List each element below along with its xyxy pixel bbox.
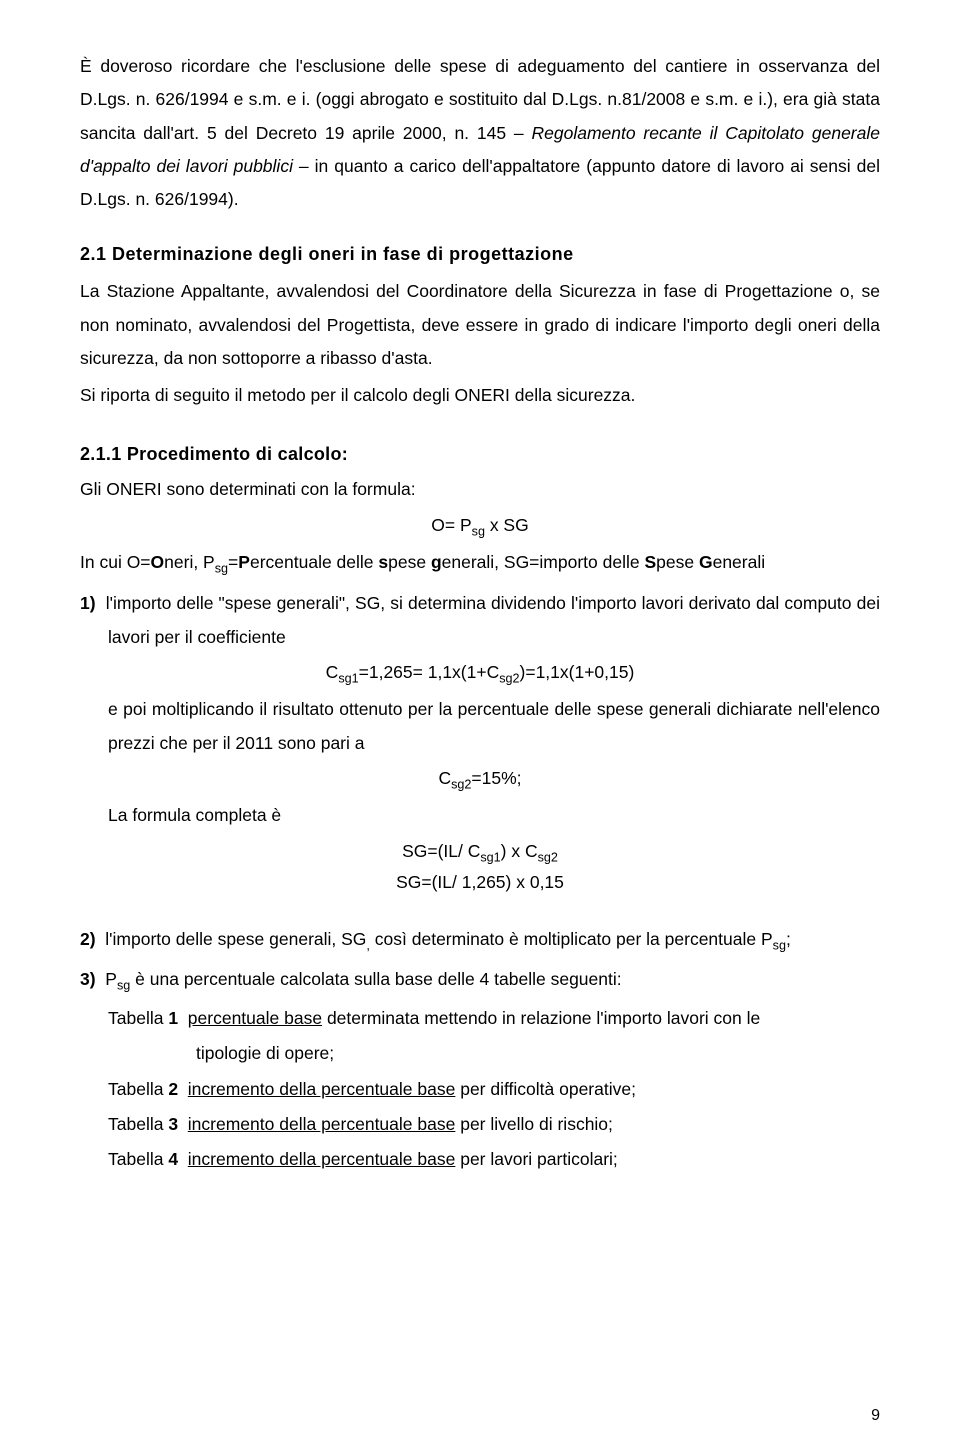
- def-psub: sg: [215, 562, 228, 576]
- def-g1: g: [431, 552, 442, 572]
- def-g2: G: [699, 552, 713, 572]
- li3a: P: [105, 969, 117, 989]
- fsg1s: sg1: [480, 850, 500, 864]
- def-o-b: O: [151, 552, 165, 572]
- def-s1b: pese: [388, 552, 431, 572]
- def-s2b: pese: [656, 552, 699, 572]
- li2-num: 2): [80, 929, 96, 949]
- list-item-1: 1) l'importo delle "spese generali", SG,…: [80, 587, 880, 654]
- table-row-4: Tabella 4 incremento della percentuale b…: [108, 1143, 880, 1176]
- formula-csg1: Csg1=1,265= 1,1x(1+Csg2)=1,1x(1+0,15): [80, 662, 880, 686]
- t4u: incremento della percentuale base: [188, 1149, 456, 1169]
- t1rest: determinata mettendo in relazione l'impo…: [322, 1008, 760, 1028]
- heading-2-1-1: 2.1.1 Procedimento di calcolo:: [80, 444, 880, 465]
- t1num: 1: [168, 1008, 178, 1028]
- def-g2b: enerali: [713, 552, 766, 572]
- def-ptxt: ercentuale delle: [250, 552, 378, 572]
- table-row-1: Tabella 1 percentuale base determinata m…: [108, 1002, 880, 1035]
- li2sub: sg: [773, 939, 786, 953]
- page: È doveroso ricordare che l'esclusione de…: [0, 0, 960, 1455]
- def-g1b: enerali, SG=importo delle: [442, 552, 645, 572]
- oneri-intro: Gli ONERI sono determinati con la formul…: [80, 473, 880, 506]
- fsg1b: ) x C: [501, 841, 538, 861]
- t4rest: per lavori particolari;: [455, 1149, 617, 1169]
- li3b: è una percentuale calcolata sulla base d…: [130, 969, 621, 989]
- f-o-mid: x SG: [485, 515, 529, 535]
- list-item-2: 2) l'importo delle spese generali, SG, c…: [80, 923, 880, 958]
- fcsg2a: C: [438, 768, 451, 788]
- t2num: 2: [168, 1079, 178, 1099]
- s21-p2: Si riporta di seguito il metodo per il c…: [80, 379, 880, 412]
- li1-text: l'importo delle "spese generali", SG, si…: [106, 593, 880, 646]
- def-p-b: P: [238, 552, 250, 572]
- formula-sg1: SG=(IL/ Csg1) x Csg2: [80, 841, 880, 865]
- t3lab: Tabella: [108, 1114, 168, 1134]
- fcsg1s2: sg2: [499, 671, 519, 685]
- fcsg1a: C: [326, 662, 339, 682]
- fcsg1b: =1,265= 1,1x(1+C: [359, 662, 500, 682]
- fsg1s2: sg2: [538, 850, 558, 864]
- table-row-3: Tabella 3 incremento della percentuale b…: [108, 1108, 880, 1141]
- t2u: incremento della percentuale base: [188, 1079, 456, 1099]
- table-row-1-cont: tipologie di opere;: [108, 1037, 880, 1070]
- t3rest: per livello di rischio;: [455, 1114, 613, 1134]
- s21-p1: La Stazione Appaltante, avvalendosi del …: [80, 275, 880, 375]
- def-s1: s: [378, 552, 388, 572]
- fcsg2s: sg2: [451, 777, 471, 791]
- t4num: 4: [168, 1149, 178, 1169]
- fcsg1s1: sg1: [338, 671, 358, 685]
- def-peq: =: [228, 552, 238, 572]
- def-o2: neri, P: [164, 552, 215, 572]
- table-row-2: Tabella 2 incremento della percentuale b…: [108, 1073, 880, 1106]
- definitions: In cui O=Oneri, Psg=Percentuale delle sp…: [80, 546, 880, 581]
- li2c: ;: [786, 929, 791, 949]
- li3-num: 3): [80, 969, 96, 989]
- li1-text2: e poi moltiplicando il risultato ottenut…: [80, 693, 880, 760]
- li1-num: 1): [80, 593, 96, 613]
- t4lab: Tabella: [108, 1149, 168, 1169]
- formula-oneri: O= Psg x SG: [80, 515, 880, 539]
- li2a: l'importo delle spese generali, SG: [105, 929, 366, 949]
- def-pre: In cui O=: [80, 552, 151, 572]
- t2lab: Tabella: [108, 1079, 168, 1099]
- t1lab: Tabella: [108, 1008, 168, 1028]
- t3num: 3: [168, 1114, 178, 1134]
- heading-2-1: 2.1 Determinazione degli oneri in fase d…: [80, 244, 880, 265]
- intro-paragraph: È doveroso ricordare che l'esclusione de…: [80, 50, 880, 216]
- table-list: Tabella 1 percentuale base determinata m…: [80, 1002, 880, 1176]
- t3u: incremento della percentuale base: [188, 1114, 456, 1134]
- f-o-sub: sg: [472, 524, 485, 538]
- fsg1a: SG=(IL/ C: [402, 841, 480, 861]
- f-o-lhs: O= P: [431, 515, 471, 535]
- li1-text3: La formula completa è: [80, 799, 880, 832]
- numbered-list-2: 2) l'importo delle spese generali, SG, c…: [80, 923, 880, 998]
- fcsg1c: )=1,1x(1+0,15): [520, 662, 635, 682]
- list-item-3: 3) Psg è una percentuale calcolata sulla…: [80, 963, 880, 998]
- li3sub: sg: [117, 978, 130, 992]
- t2rest: per difficoltà operative;: [455, 1079, 636, 1099]
- formula-csg2: Csg2=15%;: [80, 768, 880, 792]
- li2b: così determinato è moltiplicato per la p…: [370, 929, 773, 949]
- fcsg2b: =15%;: [471, 768, 521, 788]
- def-s2: S: [644, 552, 656, 572]
- page-number: 9: [871, 1407, 880, 1425]
- t1u: percentuale base: [188, 1008, 322, 1028]
- formula-sg2: SG=(IL/ 1,265) x 0,15: [80, 872, 880, 893]
- numbered-list: 1) l'importo delle "spese generali", SG,…: [80, 587, 880, 654]
